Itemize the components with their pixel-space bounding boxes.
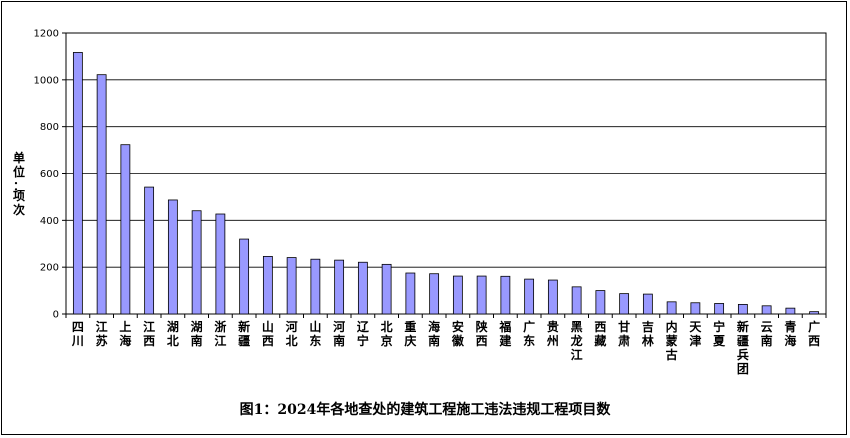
y-tick-label: 400 <box>40 216 59 227</box>
x-tick-label: 山西 <box>262 319 274 348</box>
x-tick-label: 重庆 <box>403 319 416 348</box>
bar <box>120 144 131 315</box>
x-tick-label: 辽宁 <box>357 320 370 348</box>
y-tick-label: 600 <box>40 169 59 180</box>
x-tick-label: 广东 <box>523 319 535 348</box>
bar <box>191 210 202 315</box>
y-tick-label: 0 <box>53 310 59 321</box>
bar <box>310 258 321 315</box>
x-tick-label: 山东 <box>309 319 321 348</box>
bar <box>476 275 487 315</box>
x-tick-label: 四川 <box>71 320 84 348</box>
x-tick-label: 云南 <box>761 320 773 348</box>
x-tick-label: 广西 <box>808 319 820 348</box>
bar <box>737 303 748 315</box>
x-tick-label: 天津 <box>689 320 702 348</box>
x-tick-label: 浙江 <box>214 319 226 348</box>
bar <box>239 238 250 315</box>
bar <box>96 74 107 315</box>
x-tick-label: 北京 <box>381 319 393 348</box>
x-tick-label: 宁夏 <box>713 319 726 348</box>
x-tick-label: 湖南 <box>191 319 203 348</box>
bar <box>334 259 345 315</box>
bar <box>72 52 83 315</box>
bar <box>690 302 701 315</box>
bar <box>381 263 392 315</box>
bar <box>144 186 155 315</box>
bar <box>761 305 772 315</box>
x-tick-label: 陕西 <box>476 319 488 348</box>
bar <box>452 275 463 315</box>
x-tick-label: 江西 <box>143 319 155 348</box>
bar <box>167 199 178 315</box>
x-tick-label: 内蒙古 <box>666 319 678 362</box>
y-tick-label: 1000 <box>34 75 59 86</box>
x-tick-label: 贵州 <box>546 319 559 348</box>
x-tick-label: 河北 <box>285 319 298 348</box>
bar <box>500 275 511 315</box>
x-tick-label: 甘肃 <box>618 319 630 348</box>
bar <box>666 301 677 315</box>
y-tick-label: 200 <box>40 263 59 274</box>
y-axis-label: 单位：项次 <box>13 150 25 217</box>
bar <box>809 311 820 315</box>
x-tick-label: 青海 <box>784 319 796 348</box>
bar <box>547 279 558 315</box>
x-tick-label: 河南 <box>332 319 345 348</box>
bar <box>785 307 796 315</box>
x-tick-label: 吉林 <box>642 319 654 348</box>
y-tick-label: 1200 <box>34 29 59 40</box>
bar <box>619 293 630 315</box>
bar <box>286 257 297 315</box>
bar <box>524 278 535 315</box>
x-tick-label: 安徽 <box>451 319 465 348</box>
x-tick-label: 海南 <box>428 319 440 348</box>
bar <box>215 213 226 315</box>
bar <box>642 293 653 315</box>
y-tick-label: 800 <box>40 122 59 133</box>
x-tick-label: 上海 <box>119 319 131 348</box>
bar <box>429 273 440 315</box>
x-tick-label: 新疆 <box>238 319 250 348</box>
x-tick-label: 西藏 <box>594 320 606 348</box>
x-tick-label: 湖北 <box>167 319 179 348</box>
bar <box>714 303 725 315</box>
x-tick-label: 黑龙江 <box>571 320 583 362</box>
x-tick-label: 福建 <box>498 319 512 348</box>
x-tick-label: 江苏 <box>96 319 108 348</box>
bar <box>595 290 606 315</box>
bar <box>571 286 582 315</box>
bar <box>262 255 273 315</box>
bar <box>357 261 368 315</box>
chart-title: 图1：2024年各地查处的建筑工程施工违法违规工程项目数 <box>240 401 612 418</box>
x-tick-label: 新疆兵团 <box>737 319 749 376</box>
bar <box>405 272 416 315</box>
